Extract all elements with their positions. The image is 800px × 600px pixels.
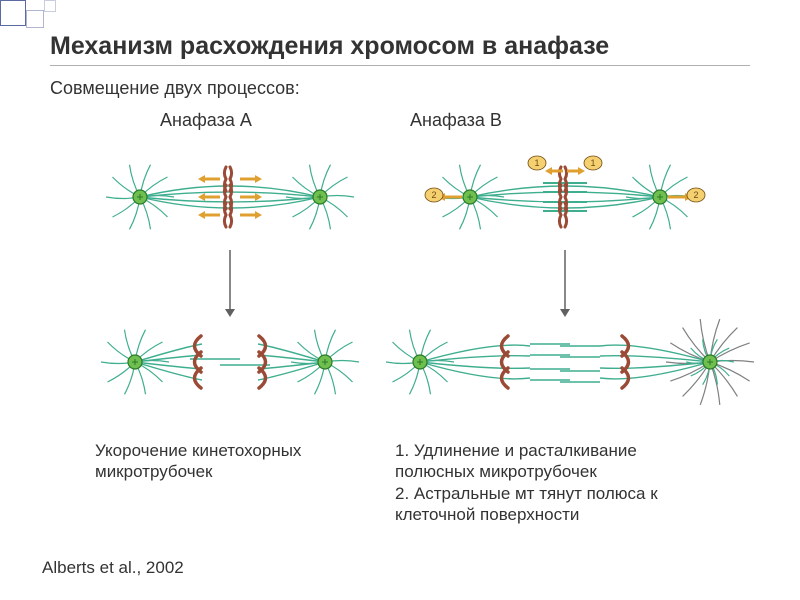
caption-b-line: 1. Удлинение и расталкивание	[395, 440, 775, 461]
caption-anaphase-b: 1. Удлинение и расталкивание полюсных ми…	[395, 440, 775, 525]
diagram-svg: 1 1 2 2	[60, 142, 760, 432]
caption-anaphase-a: Укорочение кинетохорных микротрубочек	[95, 440, 385, 483]
slide-title: Механизм расхождения хромосом в анафазе	[50, 32, 750, 66]
svg-text:1: 1	[590, 158, 595, 168]
column-b-label: Анафаза В	[410, 110, 502, 131]
slide-header-decoration	[0, 0, 800, 30]
caption-b-line: полюсных микротрубочек	[395, 461, 775, 482]
deco-square	[44, 0, 56, 12]
caption-b-line: 2. Астральные мт тянут полюса к	[395, 483, 775, 504]
svg-text:1: 1	[534, 158, 539, 168]
column-a-label: Анафаза А	[160, 110, 252, 131]
caption-b-line: клеточной поверхности	[395, 504, 775, 525]
svg-text:2: 2	[693, 190, 698, 200]
anaphase-diagram: 1 1 2 2	[60, 142, 760, 432]
slide-subtitle: Совмещение двух процессов:	[50, 78, 300, 99]
svg-text:2: 2	[431, 190, 436, 200]
deco-square	[0, 0, 26, 26]
citation: Alberts et al., 2002	[42, 558, 184, 578]
deco-square	[26, 10, 44, 28]
